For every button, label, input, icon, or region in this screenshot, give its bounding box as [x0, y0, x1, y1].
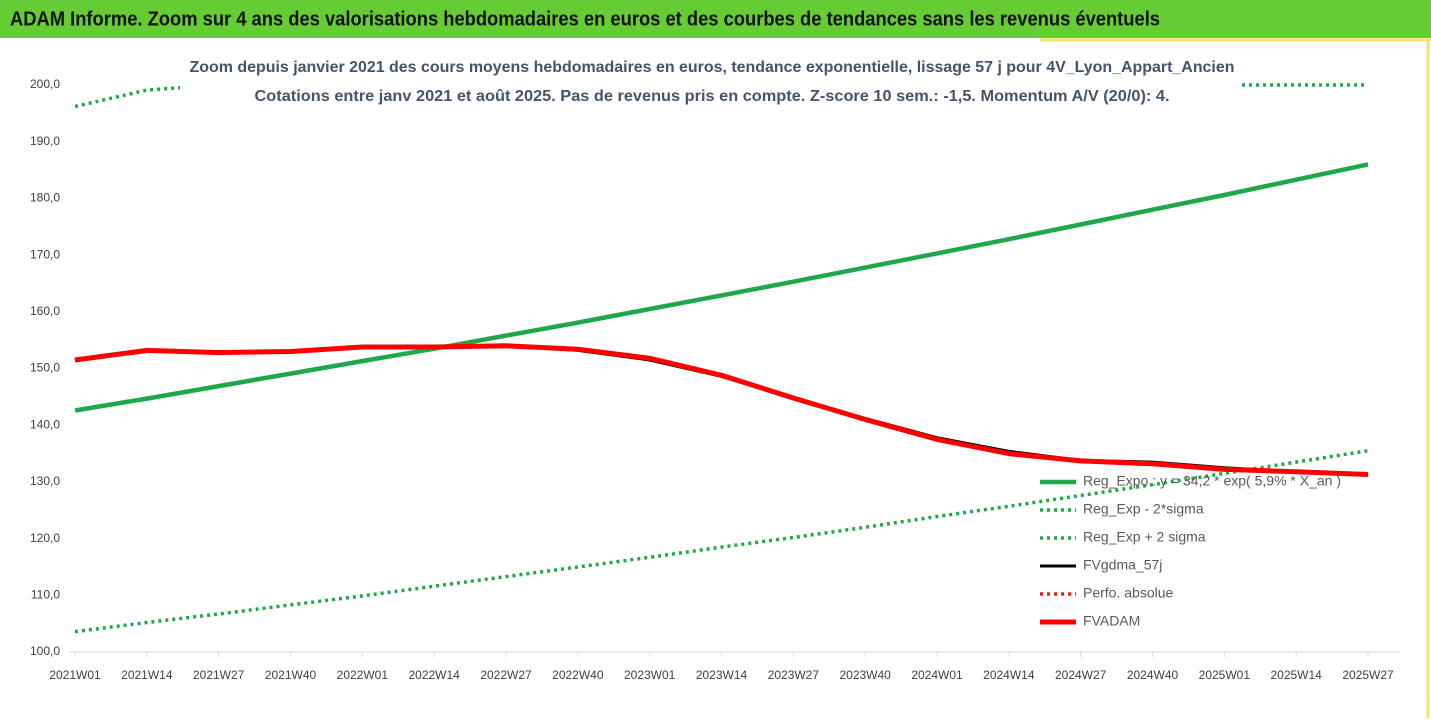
x-tick-label: 2025W01 [1199, 668, 1251, 682]
y-tick-label: 190,0 [30, 134, 60, 148]
x-tick-label: 2022W01 [337, 668, 389, 682]
legend-label: FVgdma_57j [1083, 557, 1162, 573]
subtitle-box [180, 56, 1240, 111]
legend-label: Reg_Exp + 2 sigma [1083, 529, 1206, 545]
x-tick-label: 2023W01 [624, 668, 676, 682]
subtitle: Cotations entre janv 2021 et août 2025. … [255, 88, 1170, 105]
subtitle: Zoom depuis janvier 2021 des cours moyen… [190, 59, 1235, 76]
x-tick-label: 2021W01 [49, 668, 101, 682]
plot-area: 100,0 110,0 120,0 130,0 140,0 150,0 160,0 170,0… [30, 77, 1400, 682]
y-tick-label: 120,0 [30, 531, 60, 545]
chart-title: ADAM Informe. Zoom sur 4 ans des valoris… [10, 8, 1160, 30]
x-tick-label: 2023W40 [839, 668, 891, 682]
y-tick-label: 100,0 [30, 644, 60, 658]
y-tick-label: 140,0 [30, 417, 60, 431]
x-tick-label: 2024W01 [911, 668, 963, 682]
x-tick-label: 2024W40 [1127, 668, 1179, 682]
y-tick-label: 170,0 [30, 247, 60, 261]
legend-label: Reg_Expo : y = 34,2 * exp( 5,9% * X_an ) [1083, 473, 1341, 489]
series-line [74, 448, 1369, 634]
series-line [74, 162, 1369, 413]
legend-label: Perfo. absolue [1083, 585, 1173, 601]
x-tick-label: 2025W27 [1342, 668, 1394, 682]
x-tick-label: 2023W14 [696, 668, 748, 682]
y-tick-label: 130,0 [30, 474, 60, 488]
x-tick-label: 2025W14 [1270, 668, 1322, 682]
x-tick-label: 2021W40 [265, 668, 317, 682]
y-tick-label: 160,0 [30, 304, 60, 318]
series-line [74, 343, 1369, 477]
x-tick-label: 2021W14 [121, 668, 173, 682]
y-tick-label: 110,0 [31, 587, 60, 601]
legend-label: FVADAM [1083, 613, 1140, 629]
x-tick-label: 2022W14 [408, 668, 460, 682]
title-bar [0, 0, 1431, 38]
x-tick-label: 2021W27 [193, 668, 245, 682]
x-tick-label: 2022W40 [552, 668, 604, 682]
legend-label: Reg_Exp - 2*sigma [1083, 501, 1204, 517]
x-tick-label: 2023W27 [768, 668, 820, 682]
y-tick-label: 200,0 [30, 77, 60, 91]
x-tick-label: 2022W27 [480, 668, 532, 682]
y-tick-label: 180,0 [30, 191, 60, 205]
x-tick-label: 2024W27 [1055, 668, 1107, 682]
y-tick-label: 150,0 [30, 361, 60, 375]
legend: Reg_Expo : y = 34,2 * exp( 5,9% * X_an )… [1040, 473, 1341, 629]
x-tick-label: 2024W14 [983, 668, 1035, 682]
